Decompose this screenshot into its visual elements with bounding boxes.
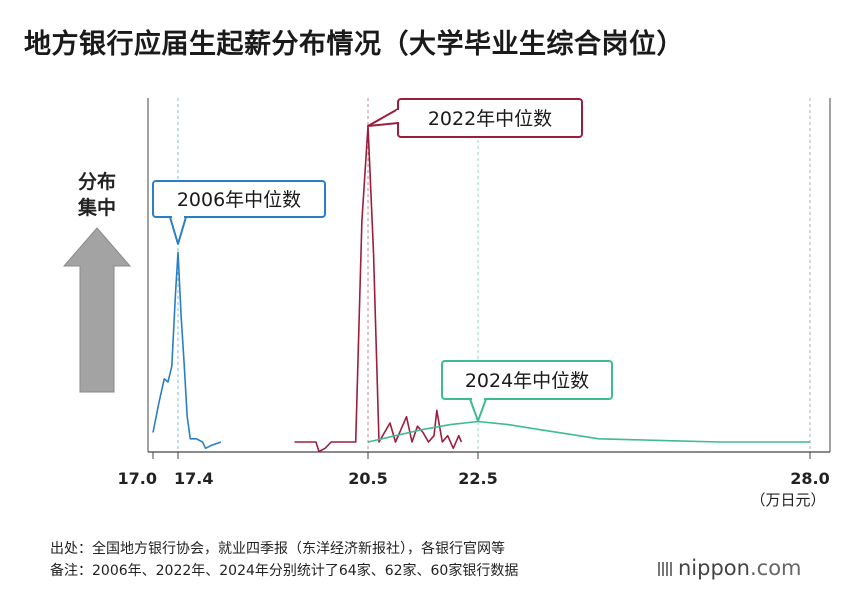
x-tick-label: 28.0 [790, 469, 829, 488]
y-indicator-label-2: 集中 [77, 196, 116, 219]
series-lines [152, 125, 810, 453]
callout-pointer [169, 216, 187, 245]
brand-logo: nippon.com [658, 556, 802, 580]
x-ticks: 17.0 17.4 20.5 22.5 28.0 [118, 452, 830, 488]
x-axis-unit-label: （万日元） [750, 491, 825, 509]
brand-suffix: .com [749, 556, 802, 580]
callout-label: 2022年中位数 [428, 108, 552, 130]
y-indicator-label-1: 分布 [78, 170, 116, 193]
footer-notes: 出处：全国地方银行协会，就业四季报（东洋经济新报社），各银行官网等 备注：200… [50, 538, 518, 582]
x-tick-label: 20.5 [348, 469, 387, 488]
brand-mark-icon [658, 562, 672, 576]
brand-name: nippon [678, 556, 750, 580]
callout-2022年: 2022年中位数 [367, 98, 583, 138]
callout-2024年: 2024年中位数 [441, 360, 613, 422]
x-tick-label: 17.4 [174, 469, 213, 488]
up-arrow-icon [62, 227, 132, 393]
callout-label: 2024年中位数 [465, 370, 589, 392]
series-line-2006年 [152, 251, 222, 450]
chart-area: 分布 集中 17.0 17.4 20.5 22.5 28.0 2006年中位数 2022年… [62, 98, 831, 509]
chart-title: 地方银行应届生起薪分布情况（大学毕业生综合岗位） [24, 29, 684, 60]
series-line-2022年 [294, 125, 463, 453]
callout-pointer [367, 108, 399, 127]
callout-box [441, 360, 613, 400]
callout-pointer [469, 398, 487, 422]
callout-box [152, 180, 326, 218]
source-line: 出处：全国地方银行协会，就业四季报（东洋经济新报社），各银行官网等 [50, 541, 505, 557]
x-tick-label: 17.0 [118, 469, 157, 488]
note-line: 备注：2006年、2022年、2024年分别统计了64家、62家、60家银行数据 [50, 563, 519, 579]
callout-2006年: 2006年中位数 [152, 180, 326, 245]
median-callouts: 2006年中位数 2022年中位数 2024年中位数 [152, 98, 613, 422]
callout-label: 2006年中位数 [177, 189, 301, 211]
x-tick-label: 22.5 [458, 469, 497, 488]
series-line-2024年 [367, 420, 810, 443]
